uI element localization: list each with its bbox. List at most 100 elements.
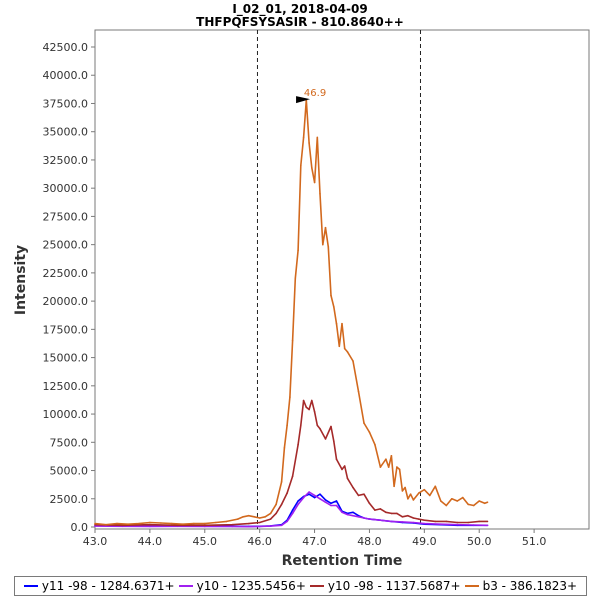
data-point <box>283 447 286 449</box>
legend-label: y11 -98 - 1284.6371+ <box>41 579 175 593</box>
data-point <box>412 521 415 524</box>
data-point <box>286 520 288 523</box>
data-point <box>253 516 255 518</box>
x-tick-label: 50.0 <box>467 535 492 548</box>
data-point <box>385 511 387 514</box>
data-point <box>258 525 261 528</box>
data-point <box>390 455 393 457</box>
data-point <box>300 424 302 427</box>
legend-swatch <box>464 585 479 587</box>
peak-label: 46.9 <box>304 88 326 99</box>
data-point <box>423 519 426 521</box>
data-point <box>357 390 360 393</box>
x-tick-label: 43.0 <box>83 535 108 548</box>
data-point <box>396 466 398 468</box>
data-point <box>242 516 244 518</box>
data-point <box>363 422 365 424</box>
data-point <box>322 243 324 246</box>
data-point <box>302 136 305 139</box>
y-tick-label: 0.0 <box>71 521 89 534</box>
data-point <box>352 486 354 489</box>
data-point <box>313 496 316 499</box>
data-point <box>352 360 354 362</box>
legend-item-2[interactable]: y10 -98 - 1137.5687+ <box>309 579 461 593</box>
data-point <box>269 512 272 515</box>
data-point <box>247 522 250 525</box>
legend-swatch <box>309 585 324 587</box>
data-point <box>440 500 442 502</box>
legend-item-1[interactable]: y10 - 1235.5456+ <box>178 579 306 593</box>
y-tick-label: 12500.0 <box>43 380 89 393</box>
data-point <box>368 518 371 520</box>
data-point <box>390 520 393 523</box>
data-point <box>291 339 294 342</box>
data-point <box>269 525 272 527</box>
data-point <box>305 406 308 409</box>
data-point <box>330 502 332 505</box>
data-point <box>335 500 338 502</box>
data-point <box>451 498 453 500</box>
y-tick-label: 30000.0 <box>43 182 89 195</box>
data-point <box>204 524 206 527</box>
data-point <box>231 525 233 528</box>
y-tick-label: 42500.0 <box>43 41 89 54</box>
data-point <box>401 521 404 523</box>
data-point <box>275 512 277 515</box>
y-tick-label: 40000.0 <box>43 69 89 82</box>
data-point <box>330 425 332 428</box>
data-point <box>440 523 442 525</box>
data-point <box>319 193 321 195</box>
data-point <box>343 465 346 467</box>
data-point <box>357 494 360 497</box>
data-point <box>379 519 382 521</box>
data-point <box>456 523 459 526</box>
y-tick-label: 5000.0 <box>50 465 89 478</box>
y-axis: 0.0 2500.0 5000.0 7500.0 10000.0 12500.0 15000… <box>43 41 95 534</box>
data-point <box>486 524 489 527</box>
data-point <box>176 524 179 527</box>
series-3 <box>94 99 489 526</box>
data-point <box>396 512 398 515</box>
data-point <box>363 517 365 519</box>
data-point <box>138 522 140 525</box>
data-point <box>445 504 448 507</box>
series-layer <box>94 99 489 528</box>
data-point <box>311 167 313 169</box>
data-point <box>472 504 475 507</box>
data-point <box>379 508 382 510</box>
y-tick-label: 35000.0 <box>43 126 89 139</box>
data-point <box>412 517 415 519</box>
data-point <box>401 516 404 518</box>
y-tick-label: 7500.0 <box>50 436 89 449</box>
data-point <box>357 516 360 518</box>
data-point <box>335 504 338 507</box>
data-point <box>418 492 420 494</box>
data-point <box>409 493 412 496</box>
data-point <box>393 485 395 488</box>
data-point <box>297 249 299 252</box>
data-point <box>401 490 404 492</box>
data-point <box>308 491 310 493</box>
data-point <box>462 496 464 499</box>
data-point <box>434 520 437 523</box>
data-point <box>352 511 354 514</box>
data-point <box>467 521 470 524</box>
data-point <box>289 396 291 398</box>
legend-item-3[interactable]: b3 - 386.1823+ <box>464 579 577 593</box>
data-point <box>149 523 151 526</box>
y-axis-title: Intensity <box>13 245 29 315</box>
y-tick-label: 17500.0 <box>43 323 89 336</box>
series-1 <box>94 491 489 528</box>
y-tick-label: 10000.0 <box>43 408 89 421</box>
data-point <box>341 511 343 514</box>
data-point <box>341 322 343 325</box>
data-point <box>338 345 341 348</box>
y-tick-label: 15000.0 <box>43 352 89 365</box>
data-point <box>368 502 371 505</box>
legend-item-0[interactable]: y11 -98 - 1284.6371+ <box>23 579 175 593</box>
data-point <box>407 498 409 500</box>
data-point <box>324 438 327 440</box>
data-point <box>280 524 283 527</box>
data-point <box>478 520 481 523</box>
data-point <box>374 443 376 446</box>
